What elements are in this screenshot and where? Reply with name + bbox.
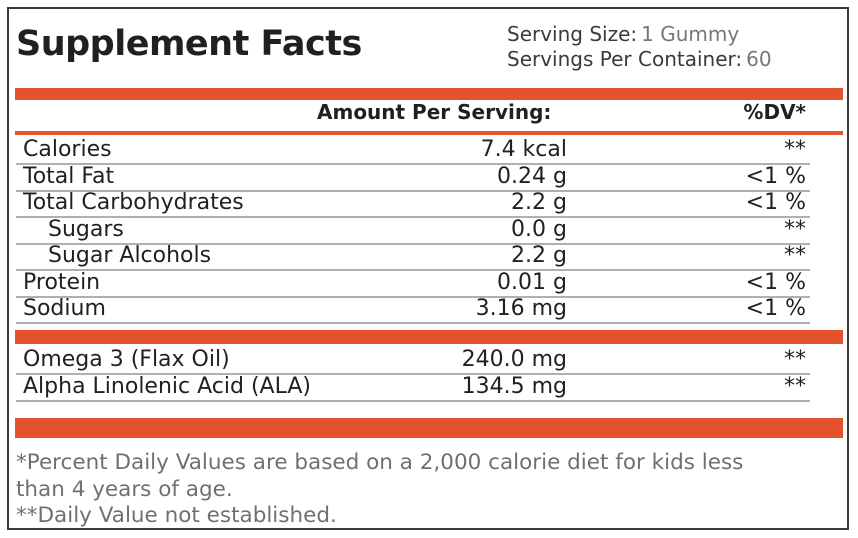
nutrient-name: Alpha Linolenic Acid (ALA) [23, 373, 311, 399]
footnote-not-established: **Daily Value not established. [16, 503, 337, 528]
nutrient-dv: ** [784, 373, 806, 399]
servings-per-container-label: Servings Per Container: [507, 47, 743, 71]
nutrient-amount: 2.2 g [511, 190, 567, 215]
nutrient-amount: 3.16 mg [475, 296, 567, 321]
nutrient-dv: ** [784, 347, 806, 372]
serving-size-value: 1 Gummy [641, 22, 740, 46]
nutrient-amount: 0.01 g [497, 269, 567, 295]
nutrient-dv: ** [784, 243, 806, 268]
nutrient-dv: <1 % [745, 296, 806, 321]
nutrient-dv: <1 % [745, 163, 806, 189]
nutrient-name: Sugars [48, 216, 124, 242]
nutrient-amount: 2.2 g [511, 243, 567, 268]
table-row: Alpha Linolenic Acid (ALA) 134.5 mg ** [16, 374, 810, 402]
serving-size: Serving Size: 1 Gummy [507, 22, 739, 46]
nutrient-name: Sugar Alcohols [48, 243, 212, 268]
nutrient-name: Total Carbohydrates [23, 190, 244, 215]
divider-bar [15, 330, 843, 344]
nutrient-amount: 0.0 g [511, 216, 567, 242]
nutrient-name: Sodium [23, 296, 106, 321]
table-row: Sugar Alcohols 2.2 g ** [16, 243, 810, 271]
servings-per-container: Servings Per Container: 60 [507, 47, 772, 71]
nutrient-dv: ** [784, 137, 806, 162]
nutrient-name: Protein [23, 269, 101, 295]
label-frame [7, 7, 849, 530]
table-row: Protein 0.01 g <1 % [16, 270, 810, 298]
table-row: Calories 7.4 kcal ** [16, 137, 810, 165]
amount-header: Amount Per Serving: [317, 100, 552, 124]
label-title: Supplement Facts [16, 24, 362, 64]
divider-bar [15, 88, 843, 100]
nutrient-amount: 134.5 mg [461, 373, 567, 399]
table-row: Omega 3 (Flax Oil) 240.0 mg ** [16, 347, 810, 375]
nutrient-amount: 240.0 mg [461, 347, 567, 372]
dv-header: %DV* [743, 100, 806, 124]
nutrient-dv: ** [784, 216, 806, 242]
footnote-dv: *Percent Daily Values are based on a 2,0… [16, 450, 744, 475]
nutrient-amount: 0.24 g [497, 163, 567, 189]
table-row: Sodium 3.16 mg <1 % [16, 296, 810, 324]
nutrient-dv: <1 % [745, 190, 806, 215]
nutrient-name: Omega 3 (Flax Oil) [23, 347, 230, 372]
footnote-dv-cont: than 4 years of age. [16, 477, 233, 502]
serving-size-label: Serving Size: [507, 22, 638, 46]
nutrient-amount: 7.4 kcal [480, 137, 567, 162]
nutrient-dv: <1 % [745, 269, 806, 295]
table-row: Total Carbohydrates 2.2 g <1 % [16, 190, 810, 218]
divider-line [15, 131, 843, 135]
table-row: Sugars 0.0 g ** [16, 217, 810, 245]
nutrient-name: Total Fat [23, 163, 115, 189]
nutrient-name: Calories [23, 137, 112, 162]
table-row: Total Fat 0.24 g <1 % [16, 164, 810, 192]
servings-per-container-value: 60 [746, 47, 772, 71]
divider-bar [15, 418, 843, 438]
